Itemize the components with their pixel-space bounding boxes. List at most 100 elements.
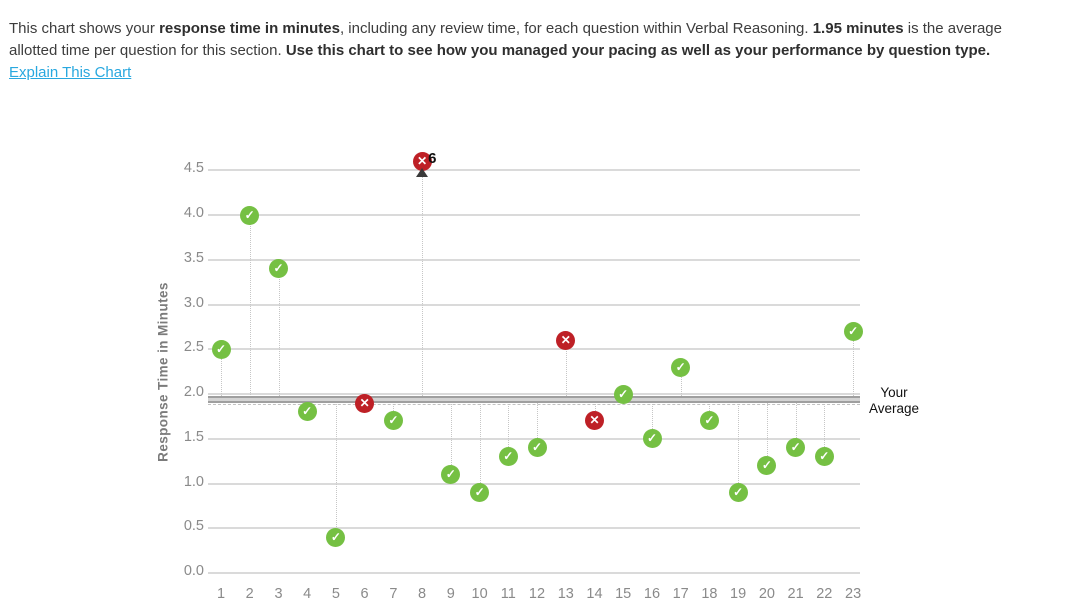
x-tick-label: 1 — [216, 586, 226, 602]
stem — [680, 367, 682, 399]
marker-q5-check[interactable]: ✓ — [326, 527, 346, 547]
stem — [565, 340, 567, 399]
gridline — [208, 303, 860, 306]
description-text: is the average allotted time per questio… — [9, 20, 1002, 59]
explain-chart-link[interactable]: Explain This Chart — [9, 64, 132, 81]
marker-q20-check[interactable]: ✓ — [757, 456, 777, 476]
description-bold: 1.95 minutes — [812, 20, 904, 37]
average-line-dash — [208, 403, 860, 405]
x-tick-label: 5 — [331, 586, 340, 602]
marker-q22-check[interactable]: ✓ — [814, 447, 834, 467]
x-tick-label: 18 — [701, 586, 718, 602]
x-tick-label: 16 — [643, 586, 661, 602]
gridline — [208, 258, 860, 261]
marker-q4-check[interactable]: ✓ — [297, 402, 317, 422]
stem — [335, 398, 337, 538]
gridline — [208, 348, 860, 351]
marker-q6-x[interactable]: ✕ — [355, 393, 375, 413]
stem — [652, 398, 653, 439]
marker-q19-check[interactable]: ✓ — [728, 482, 748, 502]
marker-q17-check[interactable]: ✓ — [671, 357, 691, 377]
gridline — [208, 527, 860, 530]
stem — [853, 331, 855, 399]
stem — [508, 398, 510, 457]
offscale-value-label: 6 — [428, 150, 437, 168]
stem — [479, 398, 481, 493]
x-tick-label: 13 — [557, 586, 574, 602]
gridline — [208, 169, 860, 172]
y-tick-label: 2.5 — [183, 339, 204, 356]
y-tick-label: 1.0 — [183, 473, 204, 490]
marker-q9-check[interactable]: ✓ — [441, 465, 461, 485]
x-tick-label: 2 — [245, 586, 254, 602]
gridline — [208, 214, 860, 216]
stem — [249, 215, 251, 399]
marker-q7-check[interactable]: ✓ — [383, 411, 403, 431]
gridline — [208, 572, 860, 574]
description-bold: response time in minutes — [159, 20, 340, 37]
stem — [824, 398, 826, 457]
marker-q21-check[interactable]: ✓ — [786, 438, 806, 458]
y-tick-label: 4.5 — [183, 160, 204, 177]
x-tick-label: 14 — [586, 586, 603, 602]
offscale-arrow-icon — [416, 168, 429, 178]
y-tick-label: 3.5 — [183, 249, 204, 266]
stem — [766, 398, 768, 466]
x-tick-label: 22 — [816, 586, 833, 602]
marker-q16-check[interactable]: ✓ — [642, 429, 662, 449]
stem — [709, 398, 711, 421]
marker-q2-check[interactable]: ✓ — [240, 205, 260, 225]
marker-q15-check[interactable]: ✓ — [613, 384, 633, 404]
x-tick-label: 11 — [500, 586, 516, 602]
stem — [450, 398, 452, 475]
your-average-line1: Your — [880, 385, 908, 400]
marker-q23-check[interactable]: ✓ — [843, 321, 863, 341]
y-tick-label: 2.0 — [183, 384, 204, 400]
y-tick-label: 4.0 — [183, 205, 204, 221]
x-tick-label: 9 — [446, 586, 455, 602]
x-tick-label: 4 — [303, 586, 312, 602]
description-text: This chart shows your — [9, 20, 160, 37]
x-tick-label: 23 — [845, 586, 862, 602]
your-average-line2: Average — [868, 401, 920, 416]
marker-q8-x[interactable]: ✕ — [412, 151, 432, 171]
x-tick-label: 12 — [528, 586, 546, 602]
gridline — [208, 393, 860, 395]
marker-q14-x[interactable]: ✕ — [585, 411, 604, 431]
marker-q18-check[interactable]: ✓ — [699, 411, 719, 431]
marker-q10-check[interactable]: ✓ — [470, 482, 490, 502]
marker-q12-check[interactable]: ✓ — [527, 438, 547, 458]
average-line — [208, 395, 860, 403]
marker-q3-check[interactable]: ✓ — [269, 259, 288, 279]
y-tick-label: 3.0 — [183, 294, 204, 311]
stem — [422, 161, 424, 399]
marker-q1-check[interactable]: ✓ — [211, 339, 231, 359]
x-tick-label: 20 — [758, 586, 775, 602]
stem — [278, 268, 280, 399]
x-tick-label: 10 — [471, 586, 488, 602]
y-tick-label: 0.0 — [183, 563, 204, 579]
x-tick-label: 3 — [274, 586, 283, 602]
x-tick-label: 7 — [389, 586, 398, 602]
x-tick-label: 17 — [672, 586, 689, 602]
stem — [795, 398, 797, 448]
marker-q11-check[interactable]: ✓ — [498, 447, 518, 467]
y-tick-label: 0.5 — [183, 518, 204, 535]
x-tick-label: 15 — [615, 586, 632, 602]
stem — [738, 398, 740, 493]
stem — [393, 398, 395, 421]
description-text: , including any review time, for each qu… — [339, 20, 813, 37]
y-tick-label: 1.5 — [183, 428, 204, 445]
chart-description: This chart shows your response time in m… — [9, 18, 1019, 84]
gridline — [208, 482, 860, 485]
x-tick-label: 21 — [787, 586, 804, 602]
marker-q13-x[interactable]: ✕ — [556, 330, 576, 350]
your-average-label: Your Average — [862, 385, 926, 417]
description-bold: Use this chart to see how you managed yo… — [285, 42, 991, 59]
x-tick-label: 19 — [730, 586, 747, 602]
x-tick-label: 8 — [418, 586, 427, 602]
stem — [594, 398, 596, 421]
x-tick-label: 6 — [360, 586, 369, 602]
stem — [221, 349, 222, 399]
